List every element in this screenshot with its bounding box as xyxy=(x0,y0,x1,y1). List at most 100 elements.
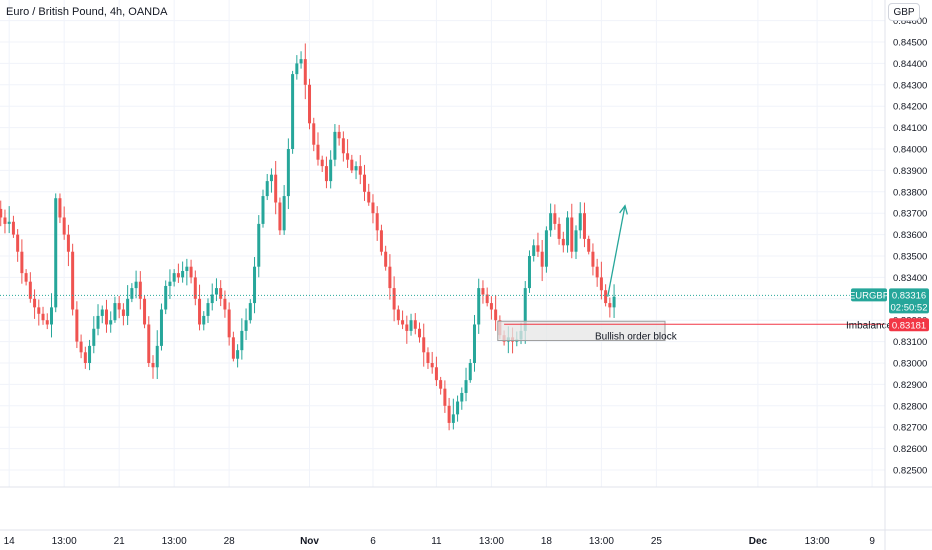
candle-body xyxy=(109,320,113,325)
candle-body xyxy=(189,266,193,278)
y-tick-label: 0.83800 xyxy=(893,187,927,198)
x-tick-label: 13:00 xyxy=(162,536,187,547)
candle-body xyxy=(456,401,460,415)
candle-body xyxy=(582,213,586,239)
candle-body xyxy=(494,309,498,321)
candle-body xyxy=(434,367,438,381)
candle-body xyxy=(92,328,96,346)
candle-body xyxy=(413,320,417,329)
current-price-tag-bg xyxy=(889,288,929,314)
candle-body xyxy=(219,288,223,299)
candle-body xyxy=(405,324,409,331)
candle-body xyxy=(320,159,324,167)
candle-body xyxy=(54,198,58,308)
candle-body xyxy=(346,153,350,160)
current-price-value: 0.83316 xyxy=(892,290,926,301)
imbalance-label: Imbalance xyxy=(846,320,893,331)
candle-body xyxy=(261,196,265,224)
y-tick-label: 0.84600 xyxy=(893,16,927,27)
candle-body xyxy=(379,230,383,252)
candle-body xyxy=(244,320,248,331)
candle-body xyxy=(608,303,612,308)
candle-body xyxy=(578,213,582,231)
candle-body xyxy=(447,405,451,423)
candle-body xyxy=(286,149,290,197)
y-tick-label: 0.84200 xyxy=(893,102,927,113)
y-tick-label: 0.84500 xyxy=(893,38,927,49)
candle-body xyxy=(227,309,231,338)
candle-body xyxy=(66,234,70,252)
countdown-value: 02:50:52 xyxy=(891,302,928,313)
candle-body xyxy=(75,309,79,342)
candle-body xyxy=(24,273,28,282)
candle-body xyxy=(409,320,413,331)
candle-body xyxy=(561,238,565,246)
candle-body xyxy=(248,303,252,321)
y-tick-label: 0.82800 xyxy=(893,401,927,412)
candle-body xyxy=(164,285,168,310)
candle-body xyxy=(126,298,130,316)
candle-body xyxy=(595,266,599,278)
candle-body xyxy=(79,341,83,353)
candle-body xyxy=(41,313,45,321)
x-tick-label: 13:00 xyxy=(479,536,504,547)
imbalance-tag-value: 0.83181 xyxy=(892,320,926,331)
candle-body xyxy=(316,144,320,160)
candle-body xyxy=(278,202,282,231)
candle-body xyxy=(337,131,341,139)
candle-body xyxy=(295,63,299,75)
candle-body xyxy=(159,309,163,346)
y-tick-label: 0.83900 xyxy=(893,166,927,177)
candle-body xyxy=(172,273,176,282)
y-tick-label: 0.84400 xyxy=(893,59,927,70)
candle-body xyxy=(358,166,362,175)
candle-body xyxy=(587,238,591,252)
candle-body xyxy=(426,352,430,363)
candle-body xyxy=(33,298,37,308)
candle-body xyxy=(354,166,358,171)
candle-body xyxy=(71,251,75,310)
candle-body xyxy=(134,281,138,289)
candle-body xyxy=(299,59,303,64)
candle-body xyxy=(7,221,11,224)
candle-body xyxy=(392,288,396,310)
candle-body xyxy=(591,251,595,267)
candle-body xyxy=(612,296,616,308)
candle-body xyxy=(210,294,214,304)
candle-body xyxy=(223,298,227,310)
candle-body xyxy=(477,288,481,325)
candle-body xyxy=(460,392,464,402)
y-tick-label: 0.82500 xyxy=(893,466,927,477)
candle-body xyxy=(329,159,333,182)
candle-body xyxy=(176,273,180,278)
candle-body xyxy=(168,281,172,286)
candle-body xyxy=(324,166,328,182)
x-tick-label: 13:00 xyxy=(52,536,77,547)
candle-body xyxy=(464,380,468,393)
candle-body xyxy=(198,298,202,325)
x-tick-label: 9 xyxy=(869,536,875,547)
projection-arrowhead xyxy=(619,204,628,215)
candle-body xyxy=(231,337,235,359)
symbol-tag-label: EURGBP xyxy=(849,290,889,301)
candle-body xyxy=(88,345,92,363)
candle-body xyxy=(37,307,41,314)
projection-arrow xyxy=(607,205,626,297)
candle-body xyxy=(485,294,489,304)
order-block-label: Bullish order block xyxy=(595,331,678,342)
candle-body xyxy=(341,138,345,154)
candle-body xyxy=(553,213,557,224)
candle-body xyxy=(151,363,155,368)
candle-body xyxy=(291,74,295,149)
candle-body xyxy=(384,251,388,267)
y-tick-label: 0.82900 xyxy=(893,380,927,391)
candle-body xyxy=(28,281,32,299)
x-tick-label: 14 xyxy=(4,536,16,547)
y-tick-label: 0.83600 xyxy=(893,230,927,241)
candle-body xyxy=(523,288,527,331)
candle-body xyxy=(274,174,278,203)
y-tick-label: 0.82600 xyxy=(893,444,927,455)
currency-selector[interactable]: GBP xyxy=(888,3,920,21)
candle-body xyxy=(206,303,210,316)
